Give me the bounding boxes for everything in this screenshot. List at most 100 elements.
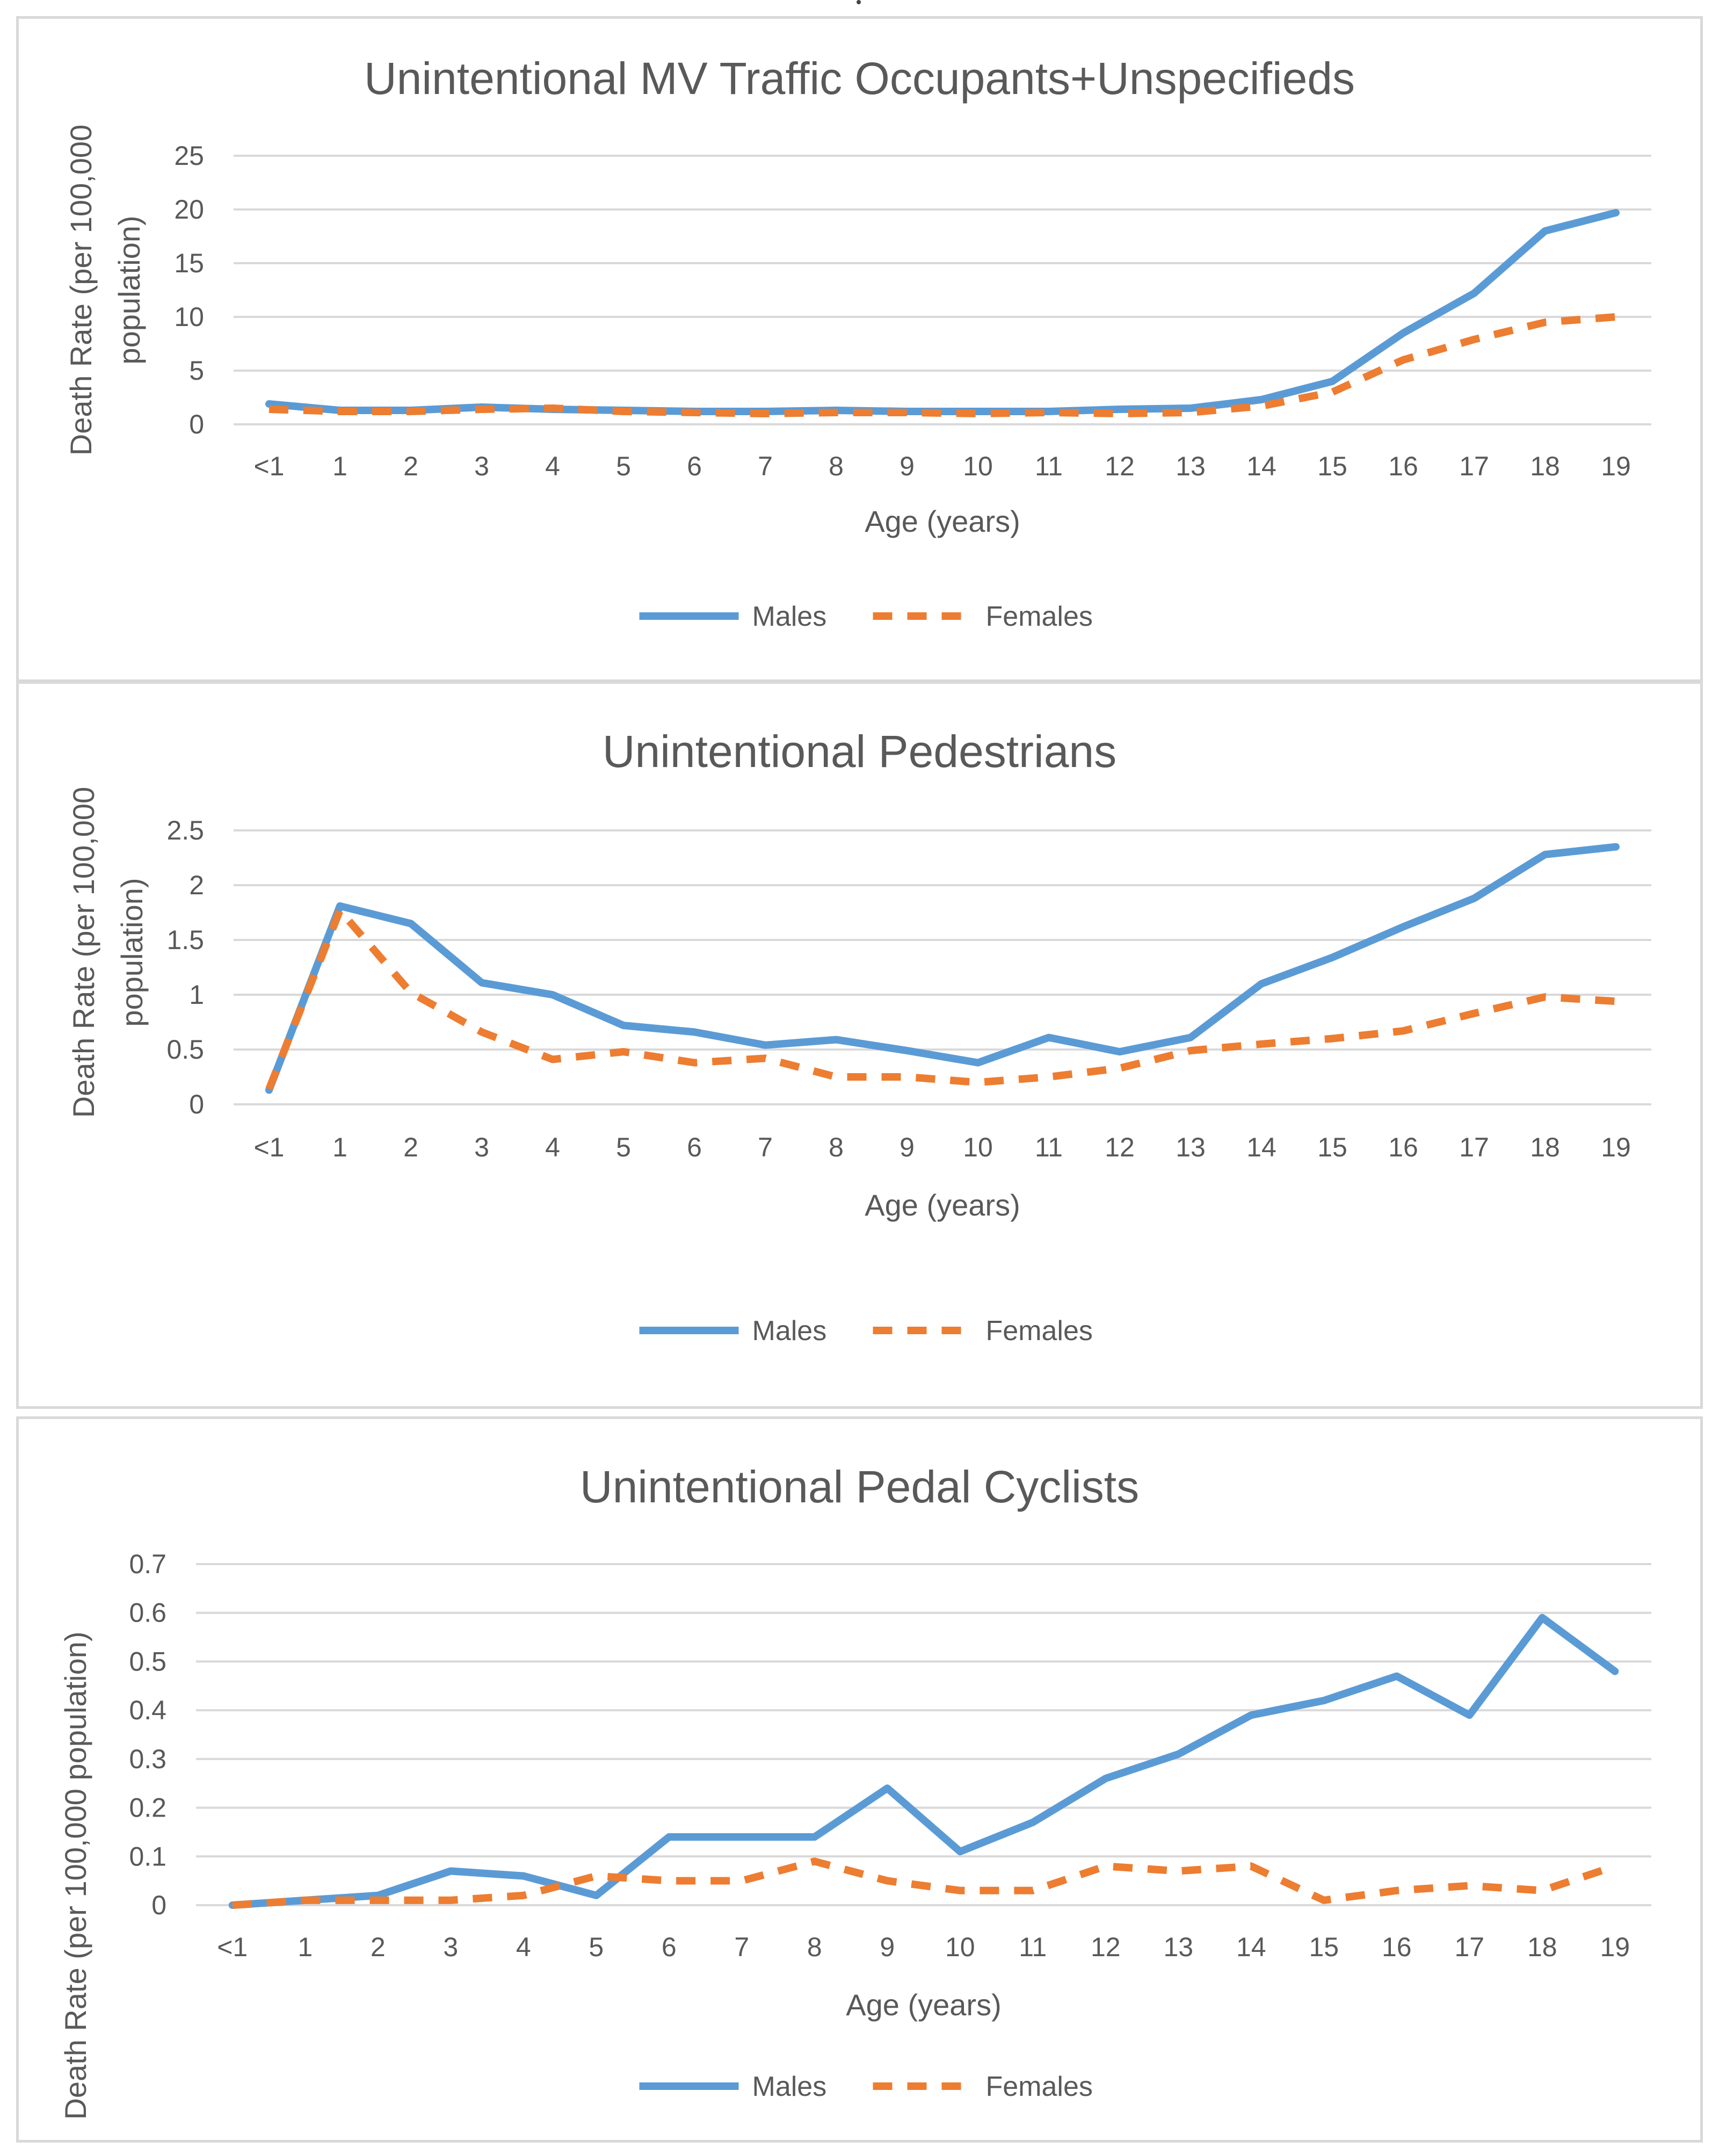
x-tick-label: 16 <box>1388 1132 1418 1162</box>
series-line-females <box>232 1857 1616 1909</box>
x-tick-label: 6 <box>687 1132 702 1162</box>
x-tick-label: 13 <box>1163 1932 1193 1962</box>
x-tick-label: 4 <box>545 451 560 481</box>
y-tick-label: 0.6 <box>129 1598 166 1628</box>
x-tick-label: 14 <box>1246 1132 1276 1162</box>
legend-label-males: Males <box>752 2071 827 2102</box>
x-tick-label: 8 <box>807 1932 822 1962</box>
legend-label-females: Females <box>986 601 1093 632</box>
x-tick-label: 15 <box>1309 1932 1339 1962</box>
chart-panel-pedestrians: Unintentional Pedestrians Age (years) De… <box>16 681 1703 1409</box>
y-tick-label: 1.5 <box>166 925 204 955</box>
x-tick-label: 19 <box>1600 1932 1630 1962</box>
y-tick-label: 25 <box>174 141 204 171</box>
x-tick-label: 11 <box>1035 451 1063 481</box>
x-tick-label: 12 <box>1105 451 1135 481</box>
chart-pedestrians: Unintentional Pedestrians Age (years) De… <box>67 726 1651 1347</box>
y-tick-label: 0.7 <box>129 1549 166 1579</box>
x-tick-label: 7 <box>758 451 773 481</box>
x-tick-label: 4 <box>545 1132 560 1162</box>
x-tick-label: 17 <box>1459 451 1489 481</box>
y-tick-label: 5 <box>189 356 204 386</box>
x-tick-label: 17 <box>1459 1132 1489 1162</box>
x-tick-label: 1 <box>332 1132 347 1162</box>
y-tick-label: 15 <box>174 248 204 278</box>
y-axis-label-line-1: Death Rate (per 100,000 <box>64 125 98 455</box>
x-tick-label: 3 <box>474 1132 489 1162</box>
legend-label-males: Males <box>752 1315 827 1347</box>
x-tick-label: 5 <box>616 451 631 481</box>
y-tick-label: 10 <box>174 302 204 332</box>
y-tick-label: 0.5 <box>166 1034 204 1065</box>
y-tick-label: 0.4 <box>129 1695 166 1725</box>
legend-label-females: Females <box>986 2071 1093 2102</box>
x-tick-label: 13 <box>1176 1132 1206 1162</box>
legend-label-females: Females <box>986 1315 1093 1347</box>
chart-title: Unintentional MV Traffic Occupants+Unspe… <box>364 53 1355 104</box>
y-axis-label: Death Rate (per 100,000 population) <box>59 1631 92 2119</box>
x-tick-label: 1 <box>298 1932 313 1962</box>
gridlines <box>196 1563 1651 1906</box>
x-tick-label: 1 <box>332 451 347 481</box>
x-axis-label: Age (years) <box>865 504 1020 538</box>
x-tick-label: 10 <box>963 451 993 481</box>
x-tick-label: 12 <box>1105 1132 1135 1162</box>
x-tick-label: 10 <box>963 1132 993 1162</box>
gridlines <box>234 155 1651 425</box>
x-tick-label: 2 <box>371 1932 386 1962</box>
y-axis-label-line-1: Death Rate (per 100,000 <box>67 787 100 1118</box>
x-axis-label: Age (years) <box>865 1188 1020 1222</box>
series-line-females <box>269 313 1616 417</box>
x-tick-label: 8 <box>829 1132 844 1162</box>
y-tick-label: 0 <box>151 1890 166 1920</box>
x-tick-label: 2 <box>403 1132 418 1162</box>
x-tick-label: 6 <box>687 451 702 481</box>
y-tick-label: 0.3 <box>129 1744 166 1774</box>
y-tick-label: 0.2 <box>129 1793 166 1823</box>
x-tick-label: 12 <box>1091 1932 1121 1962</box>
chart-mv-traffic: Unintentional MV Traffic Occupants+Unspe… <box>64 53 1651 632</box>
x-tick-label: 17 <box>1454 1932 1484 1962</box>
x-tick-label: 3 <box>474 451 489 481</box>
x-tick-label: <1 <box>217 1932 248 1962</box>
top-dot <box>857 0 861 4</box>
y-tick-label: 0 <box>189 409 204 439</box>
x-axis-label: Age (years) <box>846 1988 1001 2022</box>
x-tick-label: 13 <box>1176 451 1206 481</box>
x-tick-label: 5 <box>589 1932 604 1962</box>
x-tick-label: 15 <box>1317 1132 1347 1162</box>
x-tick-label: 19 <box>1601 1132 1631 1162</box>
x-tick-label: 19 <box>1601 451 1631 481</box>
x-tick-label: 18 <box>1527 1932 1557 1962</box>
y-axis-label-line-2: population) <box>115 878 149 1026</box>
x-tick-label: 9 <box>900 451 915 481</box>
x-tick-label: 14 <box>1246 451 1276 481</box>
y-tick-label: 0.1 <box>129 1841 166 1871</box>
series-line-males <box>265 843 1620 1094</box>
y-tick-label: 20 <box>174 194 204 225</box>
x-tick-label: 9 <box>900 1132 915 1162</box>
y-tick-label: 0.5 <box>129 1646 166 1676</box>
x-tick-label: 9 <box>880 1932 895 1962</box>
x-tick-label: <1 <box>253 451 284 481</box>
x-tick-label: 11 <box>1019 1932 1047 1962</box>
x-tick-label: <1 <box>253 1132 284 1162</box>
legend-label-males: Males <box>752 601 827 632</box>
x-tick-label: 11 <box>1035 1132 1063 1162</box>
y-tick-label: 0 <box>189 1089 204 1119</box>
x-tick-label: 6 <box>662 1932 677 1962</box>
chart-panel-mv-traffic: Unintentional MV Traffic Occupants+Unspe… <box>16 16 1703 682</box>
x-tick-label: 10 <box>945 1932 975 1962</box>
series-line-males <box>265 209 1620 415</box>
series-line-males <box>228 1614 1619 1909</box>
chart-panel-pedal-cyclists: Unintentional Pedal Cyclists Age (years)… <box>16 1416 1703 2143</box>
x-tick-label: 8 <box>829 451 844 481</box>
x-tick-label: 3 <box>443 1932 458 1962</box>
chart-title: Unintentional Pedestrians <box>603 726 1116 777</box>
x-tick-label: 18 <box>1530 451 1560 481</box>
chart-title: Unintentional Pedal Cyclists <box>580 1462 1139 1512</box>
chart-pedal-cyclists: Unintentional Pedal Cyclists Age (years)… <box>59 1462 1651 2120</box>
y-tick-label: 2.5 <box>166 815 204 845</box>
x-tick-label: 7 <box>734 1932 749 1962</box>
x-tick-label: 16 <box>1382 1932 1412 1962</box>
